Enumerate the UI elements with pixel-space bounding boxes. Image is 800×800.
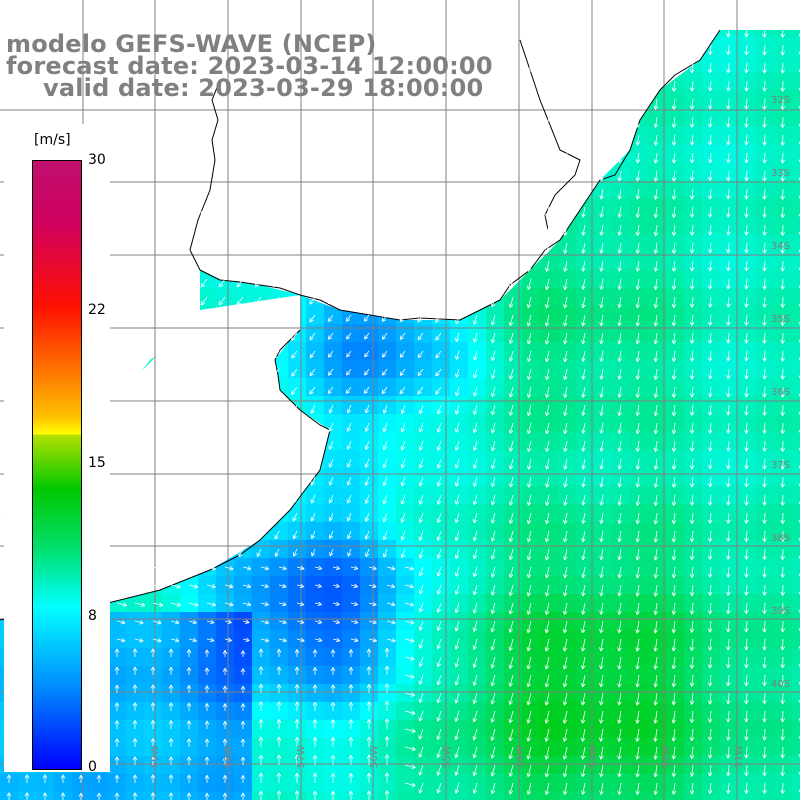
wind-cell: [792, 180, 800, 198]
wind-cell: [792, 198, 800, 216]
wind-cell: [540, 792, 558, 800]
wind-cell: [450, 792, 468, 800]
wind-cell: [792, 216, 800, 234]
wind-cell: [522, 792, 540, 800]
wind-cell: [792, 720, 800, 738]
wind-cell: [396, 792, 414, 800]
wind-cell: [792, 234, 800, 252]
wind-cell: [792, 108, 800, 126]
wind-cell: [558, 792, 576, 800]
wind-cell: [792, 576, 800, 594]
wind-cell: [792, 630, 800, 648]
wind-cell: [792, 288, 800, 306]
wind-cell: [792, 306, 800, 324]
wind-cell: [432, 792, 450, 800]
wind-cell: [792, 738, 800, 756]
wind-cell: [792, 558, 800, 576]
wind-cell: [792, 90, 800, 108]
wind-cell: [792, 270, 800, 288]
wind-cell: [792, 540, 800, 558]
wind-cell: [414, 792, 432, 800]
wind-cell: [792, 612, 800, 630]
wind-cell: [792, 648, 800, 666]
wind-cell: [576, 792, 594, 800]
wind-cell: [792, 162, 800, 180]
wind-cell: [792, 414, 800, 432]
wind-cell: [792, 144, 800, 162]
wind-cell: [792, 396, 800, 414]
wind-cell: [792, 126, 800, 144]
wind-cell: [792, 594, 800, 612]
wind-cell: [792, 756, 800, 774]
wind-cell: [792, 342, 800, 360]
wind-cell: [792, 522, 800, 540]
wind-cell: [594, 792, 612, 800]
wind-cell: [468, 792, 486, 800]
wind-cell: [792, 468, 800, 486]
wind-cell: [666, 792, 684, 800]
wind-cell: [792, 54, 800, 72]
wind-cell: [684, 792, 702, 800]
wind-cell: [702, 792, 720, 800]
wind-cell: [792, 792, 800, 800]
wind-cell: [486, 792, 504, 800]
wind-cell: [792, 684, 800, 702]
wind-cell: [792, 378, 800, 396]
wind-cell: [612, 792, 630, 800]
wind-cell: [792, 504, 800, 522]
wind-cell: [792, 36, 800, 54]
wind-cell: [792, 324, 800, 342]
wind-cell: [792, 666, 800, 684]
wind-cell: [720, 792, 738, 800]
wind-cell: [648, 792, 666, 800]
wind-cell: [792, 702, 800, 720]
wind-cell: [792, 774, 800, 792]
wind-cell: [792, 486, 800, 504]
wind-cell: [792, 360, 800, 378]
wind-cell: [792, 432, 800, 450]
wind-cell: [792, 450, 800, 468]
wind-cell: [792, 72, 800, 90]
wind-cell: [792, 252, 800, 270]
wind-cell: [738, 792, 756, 800]
wind-cell: [630, 792, 648, 800]
